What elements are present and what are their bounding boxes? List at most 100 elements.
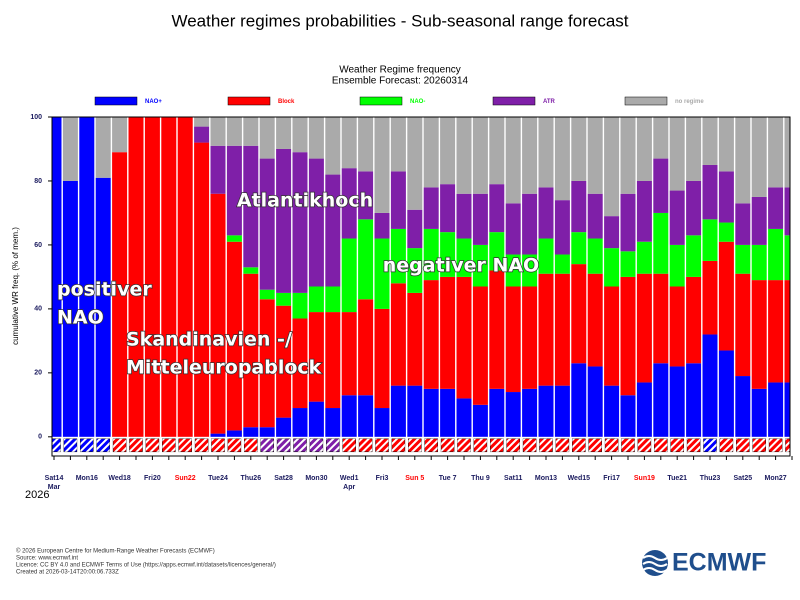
bar-segment xyxy=(259,299,275,428)
bar-segment xyxy=(735,273,751,377)
x-tick-label: Wed1 xyxy=(340,475,359,482)
bar-segment xyxy=(292,292,308,319)
legend-label: Block xyxy=(278,99,295,105)
bar-segment xyxy=(702,334,718,437)
dominant-hatch xyxy=(227,438,241,452)
bar-segment xyxy=(112,152,128,437)
bar-segment xyxy=(620,193,636,252)
bar-segment xyxy=(243,145,259,268)
bar-segment xyxy=(571,117,587,181)
x-tick-label: Sat11 xyxy=(504,475,522,482)
bar-segment xyxy=(358,117,374,172)
bar-segment xyxy=(440,117,456,185)
dominant-hatch xyxy=(52,438,61,452)
dominant-hatch xyxy=(719,438,733,452)
bar-segment xyxy=(226,430,242,437)
chart-subtitle: Ensemble Forecast: 20260314 xyxy=(332,76,469,87)
bar-segment xyxy=(522,254,538,287)
bar-segment xyxy=(276,417,292,437)
bar-segment xyxy=(587,273,603,367)
dominant-hatch xyxy=(621,438,635,452)
bar-segment xyxy=(423,187,439,229)
x-tick-label: Sat14 xyxy=(45,475,64,482)
bar-segment xyxy=(669,286,685,367)
bar-segment xyxy=(768,117,784,188)
bar-segment xyxy=(784,280,790,383)
bar-segment xyxy=(374,212,390,239)
annotation: positiver xyxy=(57,279,152,301)
x-tick-label: Mon30 xyxy=(305,475,327,482)
bar-segment xyxy=(653,158,669,213)
bar-segment xyxy=(538,273,554,386)
dominant-hatch xyxy=(654,438,668,452)
bar-segment xyxy=(554,200,570,255)
bar-segment xyxy=(407,117,423,210)
bar-segment xyxy=(407,292,423,386)
legend-swatch xyxy=(624,96,668,106)
bar-segment xyxy=(702,219,718,261)
bar-segment xyxy=(522,193,538,255)
dominant-hatch xyxy=(605,438,619,452)
chart-subtitle: Weather Regime frequency xyxy=(339,65,461,76)
bar-segment xyxy=(390,171,406,229)
x-tick-label: Sun22 xyxy=(175,475,196,482)
bar-segment xyxy=(505,203,521,255)
bar-segment xyxy=(472,117,488,194)
footer-line: Created at 2026-03-14T20:00:06.733Z xyxy=(16,570,119,576)
bar-segment xyxy=(374,238,390,309)
month-label: Mar xyxy=(48,484,61,491)
bar-segment xyxy=(194,117,210,127)
bar-segment xyxy=(325,286,341,313)
bar-segment xyxy=(456,117,472,194)
bar-segment xyxy=(95,177,111,437)
plot-frame xyxy=(51,116,791,457)
x-tick-label: Fri3 xyxy=(376,475,389,482)
bar-segment xyxy=(735,376,751,437)
footer: © 2026 European Centre for Medium-Range … xyxy=(16,548,276,576)
bar-segment xyxy=(440,276,456,389)
bar-segment xyxy=(587,117,603,194)
dominant-hatch xyxy=(63,438,77,452)
bar-segment xyxy=(292,408,308,437)
legend-swatch xyxy=(94,96,138,106)
bar-segment xyxy=(341,117,357,169)
bar-segment xyxy=(456,398,472,437)
bar-segment xyxy=(604,385,620,437)
bar-segment xyxy=(358,395,374,437)
dominant-hatch xyxy=(195,438,209,452)
dominant-hatch xyxy=(490,438,504,452)
bar-segment xyxy=(243,267,259,274)
bar-segment xyxy=(194,126,210,143)
bar-segment xyxy=(456,193,472,239)
bar-segment xyxy=(751,244,767,281)
bar-segment xyxy=(522,388,538,437)
bar-segment xyxy=(538,238,554,274)
bar-segment xyxy=(768,280,784,383)
dominant-hatch xyxy=(342,438,356,452)
bar-segment xyxy=(79,117,95,437)
bar-segment xyxy=(423,280,439,389)
y-tick-label: 80 xyxy=(34,178,42,185)
dominant-hatch xyxy=(244,438,258,452)
dominant-hatch xyxy=(588,438,602,452)
dominant-hatch xyxy=(752,438,766,452)
legend-swatch xyxy=(227,96,271,106)
dominant-hatch xyxy=(408,438,422,452)
legend-swatch xyxy=(359,96,403,106)
bar-segment xyxy=(374,117,390,213)
bar-segment xyxy=(604,286,620,386)
x-tick-label: Wed18 xyxy=(108,475,131,482)
dominant-hatch xyxy=(293,438,307,452)
bar-segment xyxy=(554,117,570,201)
bar-segment xyxy=(472,244,488,287)
bar-segment xyxy=(259,117,275,159)
bar-segment xyxy=(784,382,790,437)
bar-segment xyxy=(718,241,734,351)
bar-segment xyxy=(440,388,456,437)
y-tick-label: 60 xyxy=(34,242,42,249)
bar-segment xyxy=(636,241,652,274)
dominant-hatch xyxy=(375,438,389,452)
bar-segment xyxy=(472,286,488,405)
bar-segment xyxy=(276,305,292,418)
bar-segment xyxy=(62,117,78,181)
